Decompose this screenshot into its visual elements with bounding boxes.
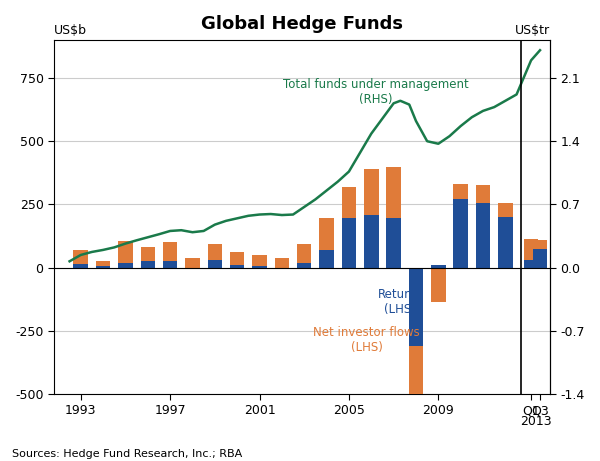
Bar [163, 261, 178, 268]
Text: US$b: US$b [54, 24, 87, 36]
Bar [524, 260, 538, 268]
Bar [319, 219, 334, 250]
Bar [163, 242, 178, 261]
Bar [319, 250, 334, 268]
Bar [431, 265, 446, 268]
Bar [533, 240, 547, 248]
Title: Global Hedge Funds: Global Hedge Funds [201, 15, 403, 33]
Bar [386, 166, 401, 219]
Bar [140, 248, 155, 261]
Bar [454, 199, 468, 268]
Bar [431, 268, 446, 302]
Bar [275, 258, 289, 268]
Bar [341, 219, 356, 268]
Bar [230, 265, 244, 268]
Text: 2013: 2013 [520, 414, 551, 427]
Bar [96, 261, 110, 266]
Bar [252, 266, 267, 268]
Bar [476, 185, 490, 203]
Text: Total funds under management
(RHS): Total funds under management (RHS) [283, 78, 469, 106]
Bar [297, 263, 311, 268]
Bar [533, 248, 547, 268]
Bar [341, 187, 356, 219]
Bar [73, 264, 88, 268]
Text: US$tr: US$tr [515, 24, 550, 36]
Bar [409, 346, 423, 460]
Bar [524, 238, 538, 260]
Text: Sources: Hedge Fund Research, Inc.; RBA: Sources: Hedge Fund Research, Inc.; RBA [12, 449, 242, 459]
Text: Returns
(LHS): Returns (LHS) [377, 288, 423, 316]
Bar [252, 255, 267, 266]
Bar [185, 268, 200, 269]
Bar [476, 203, 490, 268]
Bar [498, 217, 512, 268]
Bar [208, 260, 222, 268]
Bar [297, 243, 311, 263]
Bar [185, 258, 200, 268]
Bar [118, 263, 133, 268]
Bar [454, 184, 468, 199]
Bar [118, 241, 133, 263]
Bar [208, 243, 222, 260]
Text: Net investor flows
(LHS): Net investor flows (LHS) [313, 326, 420, 354]
Bar [364, 169, 379, 214]
Bar [96, 266, 110, 268]
Bar [230, 253, 244, 265]
Bar [73, 250, 88, 264]
Bar [140, 261, 155, 268]
Bar [275, 268, 289, 269]
Bar [409, 268, 423, 346]
Bar [364, 214, 379, 268]
Bar [498, 203, 512, 217]
Bar [386, 219, 401, 268]
